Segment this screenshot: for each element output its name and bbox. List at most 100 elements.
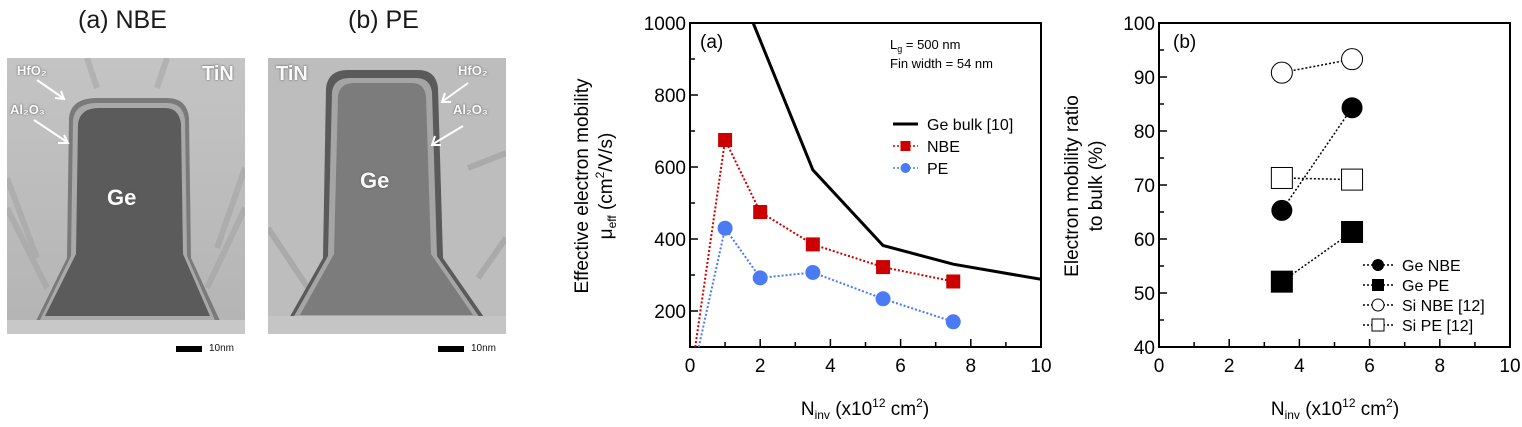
series-line-pe bbox=[697, 225, 954, 347]
label-hfo2: HfO₂ bbox=[17, 63, 47, 78]
data-point-ge-nbe bbox=[1341, 97, 1363, 119]
y-tick-label: 60 bbox=[1134, 230, 1155, 251]
legend: Ge NBE Ge PE Si NBE [12] Si PE [12] bbox=[1363, 258, 1485, 335]
x-tick-label: 8 bbox=[1435, 356, 1446, 377]
data-point-nbe bbox=[753, 205, 768, 219]
arrow-head-icon bbox=[430, 135, 441, 146]
x-tick-label: 6 bbox=[1364, 356, 1375, 377]
panel-label: (b) bbox=[1173, 32, 1196, 53]
tem-title-b: (b) PE bbox=[348, 6, 419, 34]
tem-title-a: (a) NBE bbox=[78, 6, 167, 34]
legend-item: Si PE [12] bbox=[1363, 318, 1473, 335]
x-tick-label: 10 bbox=[1030, 356, 1051, 377]
x-tick-label: 10 bbox=[1499, 356, 1520, 377]
label-ge: Ge bbox=[107, 185, 137, 210]
legend: Ge bulk [10] NBE PE bbox=[893, 117, 1013, 178]
x-tick-label: 4 bbox=[825, 356, 836, 377]
legend-marker bbox=[1372, 259, 1384, 271]
panel-label: (a) bbox=[700, 32, 723, 53]
legend-item: Ge bulk [10] bbox=[893, 117, 1013, 134]
label-al2o3: Al₂O₃ bbox=[10, 102, 45, 117]
y-tick-label: 400 bbox=[654, 230, 686, 251]
x-tick-label: 8 bbox=[966, 356, 977, 377]
y-axis-label-line2: to bulk (%) bbox=[1086, 141, 1107, 232]
y-tick-label: 200 bbox=[654, 302, 686, 323]
legend-marker bbox=[900, 163, 911, 173]
data-point-pe bbox=[805, 264, 821, 280]
legend-item: PE bbox=[893, 161, 948, 178]
data-point-si-nbe-12- bbox=[1341, 48, 1364, 71]
scale-bar-label-a: 10nm bbox=[209, 343, 235, 354]
legend-label: NBE bbox=[927, 139, 960, 156]
y-axis-label-line1: Electron mobility ratio bbox=[1062, 95, 1083, 277]
x-tick-label: 0 bbox=[1154, 356, 1165, 377]
data-point-pe bbox=[717, 220, 733, 236]
series-line-nbe bbox=[694, 136, 954, 347]
legend-marker bbox=[1371, 318, 1385, 332]
scale-bar-a bbox=[176, 346, 202, 352]
arrow-head-icon bbox=[58, 134, 70, 144]
y-tick-label: 70 bbox=[1134, 176, 1155, 197]
legend-item: Ge NBE bbox=[1363, 258, 1461, 275]
data-point-pe bbox=[752, 270, 768, 286]
tem-image-nbe: TiN HfO₂ Al₂O₃ Ge bbox=[7, 58, 245, 334]
arrow-icons bbox=[430, 82, 469, 146]
legend-item: Ge PE bbox=[1363, 278, 1449, 295]
x-tick-label: 4 bbox=[1294, 356, 1305, 377]
tem-pe-graphic bbox=[268, 58, 506, 334]
y-tick-label: 100 bbox=[1123, 14, 1155, 35]
label-ge: Ge bbox=[360, 168, 390, 193]
annotation-fin-width: Fin width = 54 nm bbox=[890, 56, 993, 71]
legend-label: Ge PE bbox=[1402, 278, 1449, 295]
arrow-head-icon bbox=[440, 92, 451, 103]
data-point-nbe bbox=[805, 237, 820, 252]
y-axis-label-line1: Effective electron mobility bbox=[572, 78, 593, 294]
x-tick-label: 2 bbox=[755, 356, 766, 377]
x-tick-label: 2 bbox=[1224, 356, 1235, 377]
legend-label: Si NBE [12] bbox=[1402, 298, 1485, 315]
arrow-icon bbox=[33, 119, 68, 143]
data-point-nbe bbox=[946, 274, 961, 289]
data-point-nbe bbox=[876, 260, 891, 275]
data-point-si-nbe-12- bbox=[1270, 61, 1293, 84]
series-line-ge-bulk-10- bbox=[751, 23, 1041, 281]
data-point-pe bbox=[875, 291, 891, 307]
y-tick-label: 80 bbox=[1134, 122, 1155, 143]
y-tick-label: 800 bbox=[654, 86, 686, 107]
label-tin: TiN bbox=[276, 63, 308, 85]
legend-label: Si PE [12] bbox=[1402, 318, 1473, 335]
x-axis-label: Ninv (x1012 cm2) bbox=[801, 396, 929, 422]
legend-item: NBE bbox=[893, 139, 960, 156]
plot-frame bbox=[689, 22, 1042, 348]
data-point-ge-nbe bbox=[1271, 199, 1293, 221]
label-tin: TiN bbox=[202, 63, 234, 85]
y-tick-label: 40 bbox=[1134, 338, 1155, 359]
data-point-nbe bbox=[718, 133, 733, 147]
arrow-icon bbox=[442, 82, 469, 102]
data-point-si-pe-12- bbox=[1270, 166, 1293, 189]
label-al2o3: Al₂O₃ bbox=[453, 102, 488, 117]
y-tick-label: 1000 bbox=[644, 14, 686, 35]
y-tick-label: 90 bbox=[1134, 68, 1155, 89]
data-point-si-pe-12- bbox=[1341, 168, 1364, 191]
chart-mobility-ratio: Electron mobility ratio to bulk (%) Ninv… bbox=[1062, 14, 1521, 422]
y-tick-label: 600 bbox=[654, 158, 686, 179]
y-axis-label-line2: μeff (cm2/V/s) bbox=[593, 133, 619, 240]
y-tick-label: 50 bbox=[1134, 284, 1155, 305]
scale-bar-b bbox=[438, 346, 464, 352]
legend-marker bbox=[900, 141, 911, 151]
arrow-icons bbox=[33, 79, 70, 144]
x-tick-label: 0 bbox=[685, 356, 696, 377]
scale-bar-label-b: 10nm bbox=[471, 343, 497, 354]
legend-label: Ge NBE bbox=[1402, 258, 1461, 275]
arrow-head-icon bbox=[54, 90, 66, 101]
annotation-lg: Lg = 500 nm bbox=[890, 37, 960, 54]
y-axis-label: Electron mobility ratio to bulk (%) bbox=[1062, 95, 1107, 277]
x-axis-label: Ninv (x1012 cm2) bbox=[1271, 396, 1399, 422]
data-point-ge-pe bbox=[1341, 220, 1364, 243]
legend-label: Ge bulk [10] bbox=[927, 117, 1013, 134]
tem-nbe-graphic bbox=[7, 58, 245, 334]
label-hfo2: HfO₂ bbox=[458, 63, 488, 78]
series-line-ge-nbe bbox=[1281, 107, 1353, 211]
arrow-icon bbox=[432, 125, 464, 145]
